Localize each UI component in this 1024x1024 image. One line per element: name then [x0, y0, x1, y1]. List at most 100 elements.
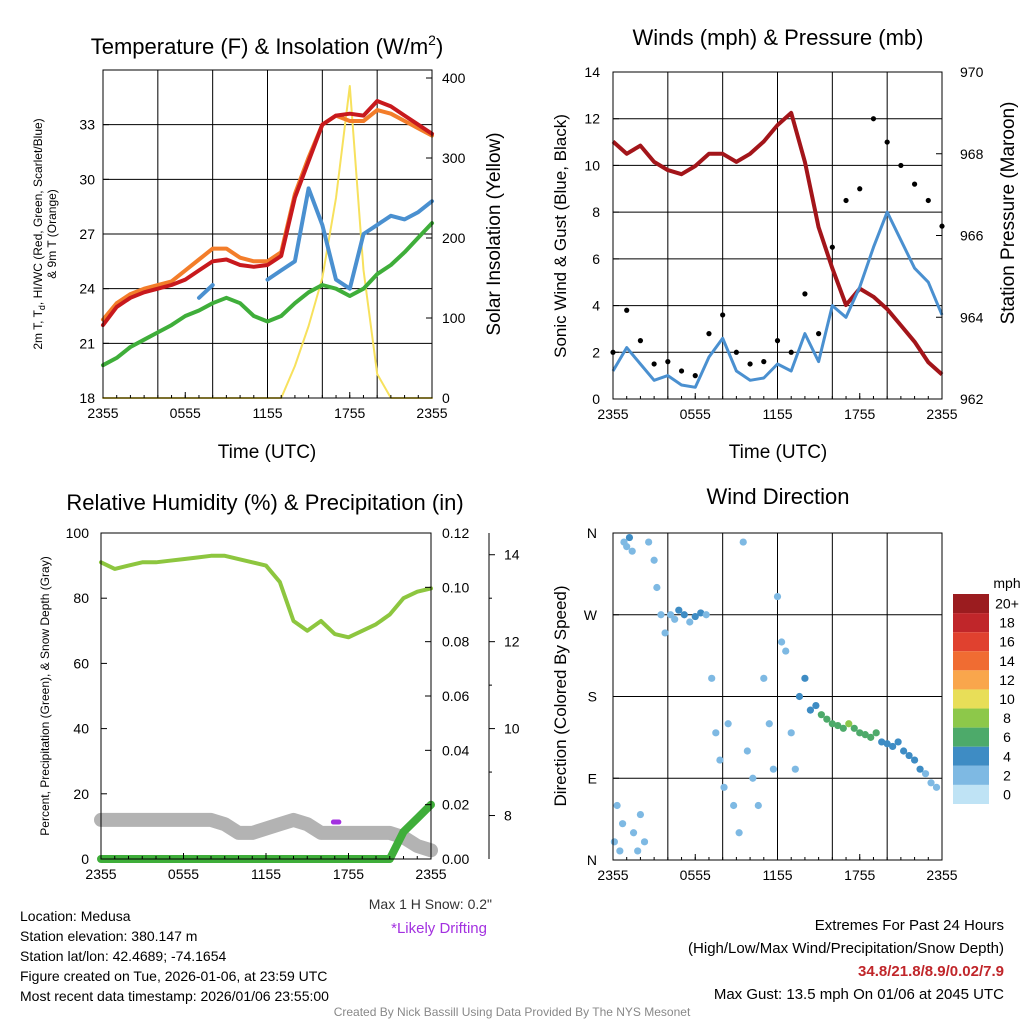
- temperature-y-tick-label: 27: [79, 226, 95, 242]
- gust-point: [720, 312, 726, 318]
- gust-point: [788, 349, 794, 355]
- direction-point: [754, 801, 762, 810]
- precip-y-tick-label: 0.10: [442, 579, 469, 595]
- direction-point: [730, 801, 738, 810]
- direction-point: [634, 847, 642, 855]
- gust-point: [911, 181, 918, 187]
- series-station-pressure: [611, 110, 944, 376]
- colorbar-label: 10: [999, 691, 1015, 707]
- winds-y-tick-label: 10: [584, 157, 600, 173]
- gust-point: [829, 244, 835, 250]
- winds-axes: 2355 0555 1155 1755 235502468101214962964966…: [584, 64, 983, 422]
- station-info: Location: Medusa Station elevation: 380.1…: [20, 906, 329, 1006]
- humidity-x-tick-label: 0555: [168, 866, 199, 882]
- humidity-title: Relative Humidity (%) & Precipitation (i…: [66, 490, 463, 515]
- direction-x-tick-label: 0555: [680, 867, 711, 883]
- winds-y-tick-label: 0: [592, 391, 600, 407]
- temperature-ylabel-left-line2: & 9m T (Orange): [45, 189, 59, 279]
- pressure-y-tick-label: 962: [960, 391, 984, 407]
- gust-point: [651, 361, 657, 367]
- direction-point: [861, 731, 869, 739]
- winds-x-tick-label: 1155: [762, 406, 792, 422]
- gust-point: [816, 331, 822, 337]
- direction-point: [739, 538, 747, 546]
- direction-point: [812, 701, 820, 710]
- direction-point: [889, 742, 897, 751]
- winds-series: [610, 110, 945, 389]
- solar-y-tick-label: 400: [442, 70, 466, 86]
- direction-y-tick-label: E: [588, 770, 597, 786]
- direction-point: [720, 783, 728, 791]
- direction-point: [839, 724, 847, 732]
- solar-y-tick-label: 200: [442, 230, 466, 246]
- direction-point: [910, 756, 919, 764]
- colorbar-swatch: [953, 689, 989, 709]
- direction-point: [650, 556, 658, 564]
- gust-point: [761, 359, 767, 365]
- direction-point: [828, 720, 836, 728]
- colorbar-swatch: [953, 632, 989, 652]
- direction-point: [610, 838, 618, 846]
- direction-point: [743, 747, 751, 755]
- direction-y-tick-label: S: [588, 689, 597, 705]
- colorbar-swatch: [953, 765, 989, 785]
- temperature-x-tick-label: 1755: [334, 405, 365, 421]
- gust-point: [747, 361, 753, 367]
- direction-ylabel: Direction (Colored By Speed): [551, 585, 570, 806]
- direction-panel: Wind Direction 2355 0555 1155 1755 2355NESWN…: [551, 484, 1021, 883]
- gust-point: [678, 368, 685, 374]
- winds-title: Winds (mph) & Pressure (mb): [633, 25, 924, 50]
- winds-x-tick-label: 2355: [926, 406, 957, 422]
- solar-y-tick-label: 300: [442, 150, 466, 166]
- winds-y-tick-label: 14: [584, 64, 600, 80]
- snow-y-tick-label: 8: [504, 808, 512, 824]
- temperature-y-tick-label: 33: [79, 117, 95, 133]
- colorbar-label: 0: [1003, 786, 1011, 802]
- temperature-axes: 2355 0555 1155 1755 235518212427303301002003…: [79, 70, 465, 421]
- temperature-x-tick-label: 1155: [252, 405, 282, 421]
- direction-point: [661, 629, 669, 637]
- station-info-line: Figure created on Tue, 2026-01-06, at 23…: [20, 968, 328, 984]
- direction-x-tick-label: 2355: [926, 867, 957, 883]
- pressure-y-tick-label: 964: [960, 309, 984, 325]
- direction-point: [636, 810, 645, 819]
- gust-point: [637, 338, 644, 344]
- extremes-info: Extremes For Past 24 Hours (High/Low/Max…: [688, 914, 1004, 1006]
- winds-ylabel-left: Sonic Wind & Gust (Blue, Black): [551, 114, 570, 358]
- direction-x-tick-label: 1155: [762, 867, 792, 883]
- direction-point: [894, 738, 902, 746]
- direction-point: [765, 720, 773, 728]
- colorbar-swatch: [953, 727, 989, 747]
- winds-ylabel-right: Station Pressure (Maroon): [998, 102, 1019, 325]
- direction-point: [697, 609, 705, 617]
- snow-y-tick-label: 14: [504, 547, 520, 563]
- direction-point: [686, 618, 694, 626]
- extremes-subtitle: (High/Low/Max Wind/Precipitation/Snow De…: [688, 940, 1004, 957]
- colorbar-label: 12: [999, 672, 1015, 688]
- direction-point: [778, 638, 786, 646]
- direction-point: [791, 765, 799, 773]
- humidity-y-tick-label: 0: [81, 851, 89, 867]
- winds-xlabel: Time (UTC): [729, 442, 828, 463]
- direction-point: [787, 729, 795, 737]
- precip-y-tick-label: 0.06: [442, 688, 469, 704]
- extremes-title: Extremes For Past 24 Hours: [814, 917, 1004, 934]
- colorbar-label: 8: [1003, 710, 1011, 726]
- gust-point: [706, 331, 712, 337]
- direction-point: [872, 729, 880, 737]
- colorbar-label: 14: [999, 653, 1015, 669]
- temperature-xlabel: Time (UTC): [218, 442, 317, 463]
- temperature-x-tick-label: 2355: [87, 405, 118, 421]
- colorbar-swatch: [953, 708, 989, 728]
- humidity-y-tick-label: 40: [73, 721, 89, 737]
- colorbar-label: 6: [1003, 729, 1011, 745]
- direction-point: [850, 724, 858, 732]
- temperature-title: Temperature (F) & Insolation (W/m2): [91, 32, 444, 59]
- direction-point: [702, 611, 710, 619]
- humidity-y-tick-label: 20: [73, 786, 89, 802]
- direction-y-tick-label: N: [587, 852, 597, 868]
- humidity-panel: Relative Humidity (%) & Precipitation (i…: [38, 490, 520, 882]
- direction-point: [806, 706, 815, 714]
- precip-y-tick-label: 0.08: [442, 634, 469, 650]
